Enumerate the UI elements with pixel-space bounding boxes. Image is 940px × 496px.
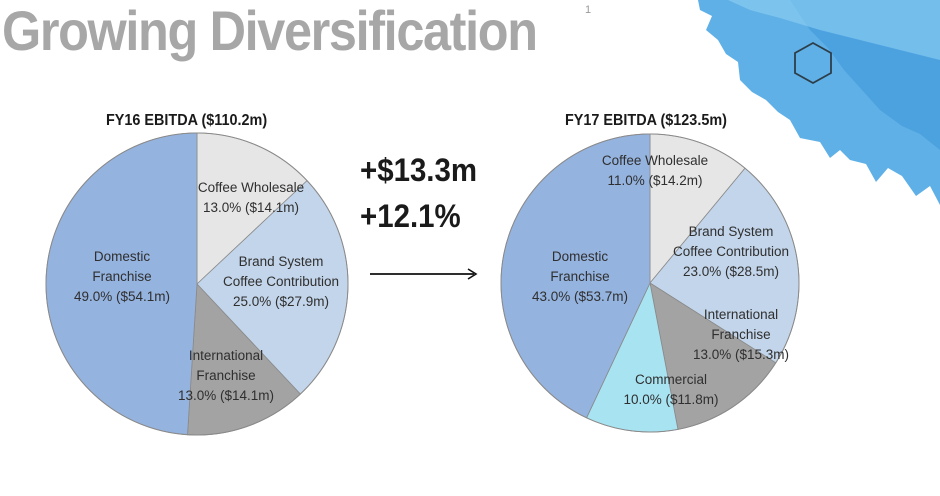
pie-outline [45,132,349,436]
fy16-chart-title: FY16 EBITDA ($110.2m) [106,112,268,129]
fy17-chart-title: FY17 EBITDA ($123.5m) [565,112,727,129]
page-title: Growing Diversification [2,0,538,62]
ebitda-change-percent: +12.1% [360,198,461,234]
slice-label-domestic-franchise: Domestic Franchise 49.0% ($54.1m) [74,249,170,304]
slice-label-commercial: Commercial 10.0% ($11.8m) [623,372,718,407]
splash-light [728,0,940,60]
slice-label-international-franchise: International Franchise 13.0% ($14.1m) [178,348,274,403]
slice-label-coffee-wholesale: Coffee Wholesale 11.0% ($14.2m) [602,153,708,188]
slice-label-brand-system-coffee-contribution: Brand System Coffee Contribution 23.0% ($2… [673,224,789,279]
decorative-splash [698,0,940,205]
right-arrow-icon [370,268,478,280]
ebitda-change-absolute: +$13.3m [360,152,478,188]
footnote-marker: 1 [585,4,592,16]
hexagon-icon [794,41,832,85]
slice-label-domestic-franchise: Domestic Franchise 43.0% ($53.7m) [532,249,628,304]
slice-label-brand-system-coffee-contribution: Brand System Coffee Contribution 25.0% ($2… [223,254,339,309]
slice-label-coffee-wholesale: Coffee Wholesale 13.0% ($14.1m) [198,180,304,215]
pie-outline [500,133,800,433]
slice-label-international-franchise: International Franchise 13.0% ($15.3m) [693,307,789,362]
